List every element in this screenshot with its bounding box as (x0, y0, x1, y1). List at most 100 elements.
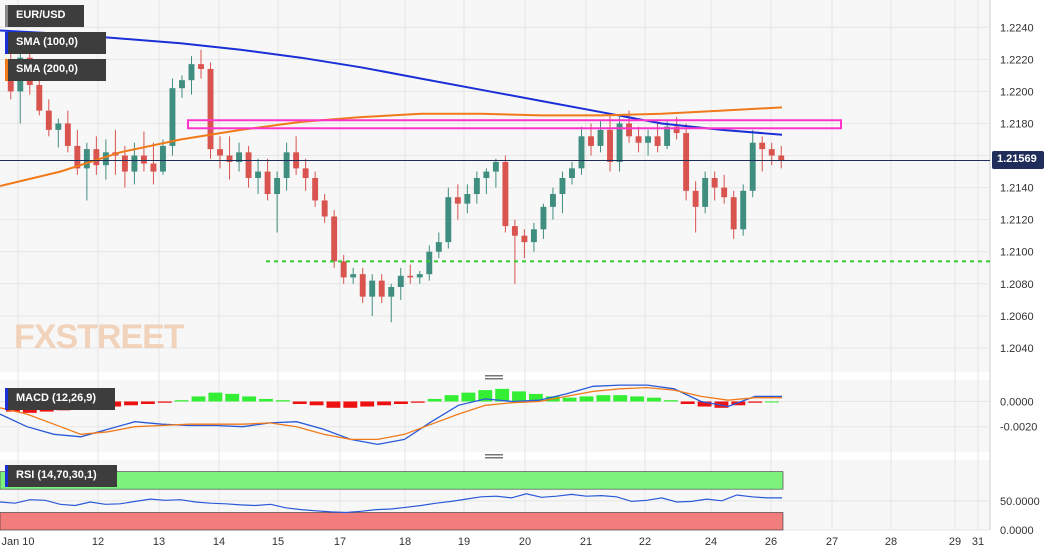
candle-body (83, 149, 90, 169)
macd-histogram-bar (225, 393, 240, 402)
candle-body (121, 155, 128, 172)
sma100-label[interactable]: SMA (100,0) (5, 32, 106, 54)
time-tick-label: 29 (949, 536, 961, 548)
current-price-text: 1.21569 (997, 153, 1037, 165)
price-tick-label: 1.2240 (1000, 22, 1034, 34)
time-tick-label: 18 (399, 536, 411, 548)
macd-histogram-bar (242, 396, 257, 402)
candle-body (559, 177, 566, 195)
pane-resize-handle-2[interactable] (485, 454, 503, 459)
macd-histogram-bar (528, 393, 543, 402)
price-tick-label: 1.2120 (1000, 215, 1034, 227)
time-tick-label: 17 (334, 536, 346, 548)
macd-histogram-bar (697, 401, 712, 407)
candle-body (102, 152, 109, 166)
macd-histogram-bar (410, 401, 425, 403)
candle-body (388, 287, 395, 297)
macd-label[interactable]: MACD (12,26,9) (5, 388, 115, 410)
candle-body (369, 280, 376, 297)
rsi-label[interactable]: RSI (14,70,30,1) (5, 465, 117, 487)
macd-histogram-bar (191, 396, 206, 402)
macd-histogram-bar (748, 401, 763, 403)
macd-histogram-bar (495, 388, 510, 402)
watermark-text: FXSTREET (14, 318, 185, 356)
sma100-line (0, 29, 783, 136)
candle-body (188, 64, 195, 81)
candle-body (664, 126, 671, 146)
candle-body (588, 136, 594, 146)
candle-body (397, 275, 404, 288)
candle-body (740, 190, 747, 230)
macd-histogram-bar (613, 395, 628, 402)
candle-body (492, 161, 499, 172)
macd-tick-label: -0.0020 (1000, 422, 1037, 434)
time-tick-label: 26 (765, 536, 777, 548)
candle-body (302, 168, 309, 178)
symbol-label[interactable]: EUR/USD (5, 5, 84, 27)
time-tick-label: 24 (705, 536, 717, 548)
candle-body (730, 197, 737, 230)
candle-body (454, 197, 461, 204)
macd-histogram-bar (444, 395, 459, 402)
candle-body (64, 123, 71, 146)
symbol-text: EUR/USD (16, 9, 66, 21)
macd-histogram-bar (579, 396, 594, 402)
candle-body (445, 197, 452, 243)
candle-body (359, 274, 366, 297)
candle-body (274, 177, 281, 195)
macd-histogram-bar (427, 398, 442, 402)
candle-body (550, 194, 556, 207)
rsi-overbought-zone (0, 471, 784, 490)
watermark-logo: FXSTREET (14, 318, 185, 357)
time-tick-label: Jan 10 (1, 536, 34, 548)
macd-histogram-bar (124, 401, 138, 406)
candle-body (749, 142, 756, 191)
grid-layer (0, 0, 990, 531)
price-axis[interactable] (990, 0, 1060, 530)
pane-resize-handle-1[interactable] (485, 375, 503, 380)
sma100-text: SMA (100,0) (16, 36, 78, 48)
price-tick-label: 1.2060 (1000, 311, 1034, 323)
candle-body (711, 177, 718, 188)
macd-histogram-bar (275, 400, 290, 402)
price-tick-label: 1.2040 (1000, 343, 1034, 355)
time-tick-label: 15 (272, 536, 284, 548)
time-tick-label: 20 (519, 536, 531, 548)
price-tick-label: 1.2180 (1000, 118, 1034, 130)
time-tick-label: 19 (458, 536, 470, 548)
candle-body (654, 136, 661, 146)
candle-body (569, 168, 575, 178)
candle-body (236, 152, 242, 162)
macd-histogram-bar (157, 401, 172, 403)
resistance-zone (187, 119, 842, 130)
macd-histogram-bar (630, 396, 645, 402)
macd-histogram-bar (461, 392, 476, 402)
candle-body (350, 274, 357, 278)
candle-body (283, 152, 290, 178)
candle-body (169, 88, 176, 146)
current-price-tag: 1.21569 (992, 151, 1044, 169)
macd-histogram-bar (174, 400, 189, 402)
rsi-oversold-zone (0, 512, 784, 531)
candle-body (473, 177, 480, 195)
sma200-label[interactable]: SMA (200,0) (5, 59, 106, 81)
rsi-line (0, 493, 782, 514)
candle-body (511, 226, 518, 236)
macd-histogram-bar (512, 391, 526, 402)
macd-histogram-bar (309, 401, 324, 406)
macd-histogram-bar (208, 392, 223, 402)
candle-body (607, 129, 613, 162)
main-pane[interactable] (0, 0, 990, 372)
macd-histogram-bar (292, 401, 307, 404)
candle-body (702, 177, 709, 207)
candle-body (692, 190, 699, 207)
candle-body (340, 261, 347, 278)
macd-signal-line (0, 386, 782, 441)
candle-body (626, 123, 632, 137)
macd-pane[interactable] (0, 380, 990, 452)
candle-body (616, 123, 623, 162)
macd-histogram-bar (663, 400, 678, 402)
macd-histogram-bar (478, 390, 493, 402)
